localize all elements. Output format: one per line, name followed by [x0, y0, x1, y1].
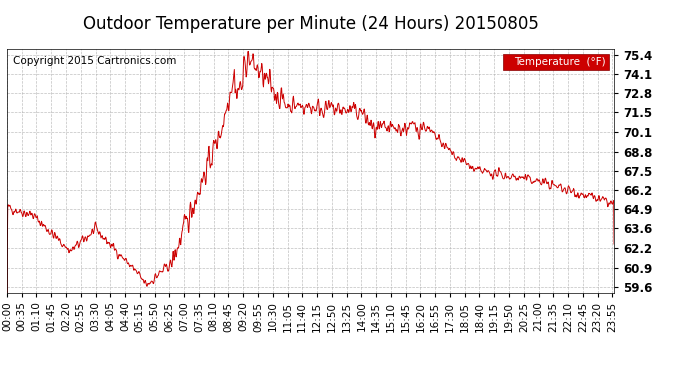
Legend: Temperature  (°F): Temperature (°F): [503, 54, 609, 70]
Text: Copyright 2015 Cartronics.com: Copyright 2015 Cartronics.com: [13, 56, 177, 66]
Text: Outdoor Temperature per Minute (24 Hours) 20150805: Outdoor Temperature per Minute (24 Hours…: [83, 15, 538, 33]
